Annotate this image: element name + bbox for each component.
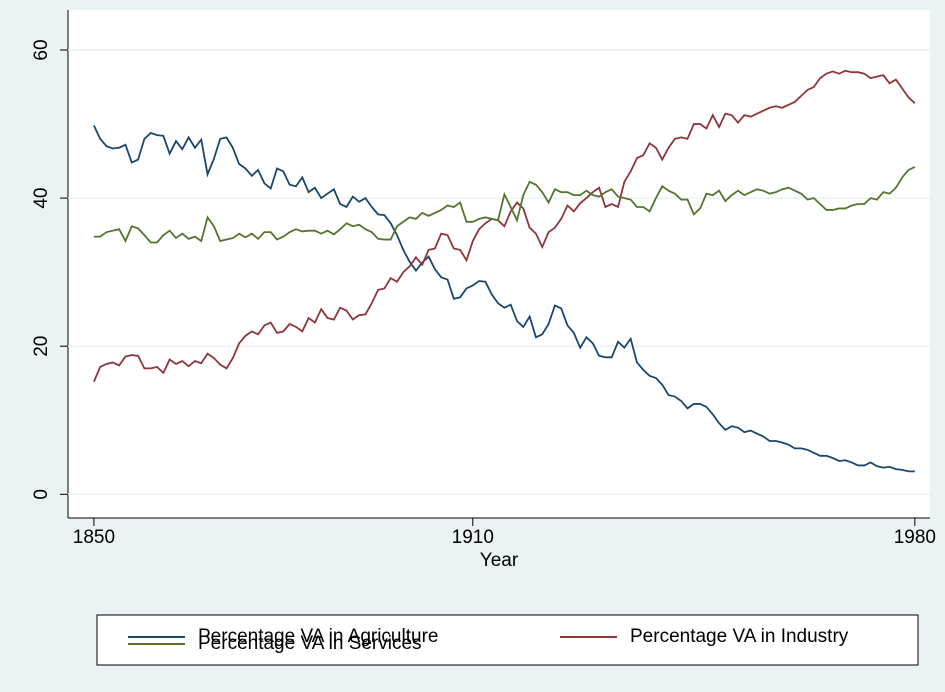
- x-tick-label: 1980: [894, 527, 936, 548]
- y-tick-label: 0: [31, 489, 52, 500]
- legend-label: Percentage VA in Industry: [630, 626, 849, 647]
- x-tick-label: 1910: [452, 527, 494, 548]
- x-tick-label: 1850: [73, 527, 115, 548]
- plot-area: [68, 10, 930, 518]
- legend-box: [96, 614, 919, 666]
- legend-label: Percentage VA in Services: [198, 633, 422, 654]
- series-line: [93, 125, 915, 473]
- series-line: [93, 69, 916, 383]
- y-tick-label: 40: [31, 188, 52, 209]
- legend-label: Percentage VA in Agriculture: [198, 626, 438, 647]
- series-line: [93, 166, 916, 244]
- y-tick-label: 20: [31, 336, 52, 357]
- y-tick-label: 60: [31, 39, 52, 60]
- x-axis-label: Year: [480, 550, 519, 571]
